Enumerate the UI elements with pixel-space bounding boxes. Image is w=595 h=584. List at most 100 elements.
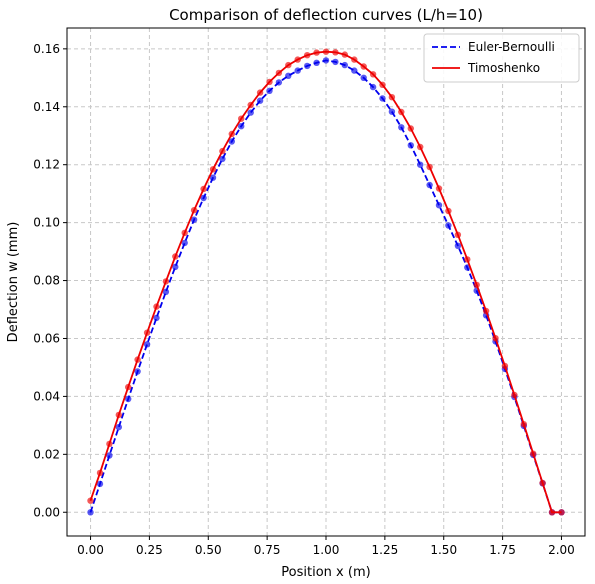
- data-point: [454, 242, 462, 249]
- data-point: [219, 147, 226, 155]
- data-point: [200, 185, 207, 193]
- x-tick-label: 1.50: [430, 543, 457, 557]
- data-point: [96, 469, 104, 477]
- x-tick-label: 0.25: [136, 543, 163, 557]
- x-tick-label: 0.50: [195, 543, 222, 557]
- data-point: [351, 67, 358, 74]
- data-point: [435, 202, 443, 209]
- data-point: [322, 48, 330, 55]
- data-point: [106, 452, 113, 459]
- y-tick-label: 0.12: [33, 158, 60, 172]
- legend: Euler-Bernoulli Timoshenko: [423, 33, 580, 83]
- data-point: [520, 421, 527, 428]
- data-point: [530, 450, 537, 457]
- series-euler-bernoulli: [87, 57, 565, 516]
- data-point: [379, 81, 386, 89]
- data-point: [360, 74, 367, 82]
- data-point: [285, 61, 292, 69]
- data-point: [134, 356, 141, 363]
- data-point: [313, 59, 320, 66]
- data-point: [209, 166, 217, 173]
- data-point: [87, 497, 94, 504]
- data-point: [190, 216, 198, 223]
- data-point: [209, 174, 217, 181]
- data-point: [190, 207, 198, 214]
- data-point: [134, 368, 141, 375]
- data-point: [238, 123, 245, 130]
- data-point: [369, 83, 377, 91]
- x-axis-ticks: 0.00 0.25 0.50 0.75 1.00 1.25 1.50 1.75 2.00: [77, 536, 575, 557]
- data-point: [351, 56, 358, 63]
- data-point: [388, 94, 396, 101]
- x-tick-label: 1.00: [313, 543, 340, 557]
- legend-label: Euler-Bernoulli: [468, 40, 555, 54]
- data-point: [445, 207, 452, 215]
- x-tick-label: 2.00: [548, 543, 575, 557]
- data-point: [125, 383, 132, 391]
- data-point: [304, 52, 311, 59]
- data-point: [548, 509, 556, 516]
- data-point: [153, 303, 160, 310]
- data-point: [275, 69, 283, 77]
- x-tick-label: 0.75: [254, 543, 281, 557]
- y-tick-label: 0.04: [33, 389, 60, 403]
- data-point: [294, 56, 301, 63]
- data-point: [125, 395, 132, 403]
- legend-label: Timoshenko: [467, 61, 540, 75]
- data-point: [313, 49, 320, 56]
- grid: [67, 28, 585, 536]
- y-tick-label: 0.08: [33, 274, 60, 288]
- data-point: [162, 278, 170, 285]
- y-tick-label: 0.10: [33, 216, 60, 230]
- data-point: [162, 288, 170, 295]
- data-point: [332, 58, 339, 66]
- data-point: [115, 423, 123, 431]
- data-point: [115, 411, 123, 419]
- data-point: [360, 63, 367, 70]
- chart-title: Comparison of deflection curves (L/h=10): [169, 6, 483, 24]
- data-point: [511, 391, 518, 399]
- data-point: [172, 263, 179, 271]
- data-point: [96, 480, 104, 488]
- y-tick-label: 0.06: [33, 331, 60, 345]
- data-point: [87, 509, 94, 516]
- y-axis-ticks: 0.00 0.02 0.04 0.06 0.08 0.10 0.12 0.14 0.16: [33, 42, 67, 519]
- data-point: [181, 229, 188, 236]
- data-point: [181, 239, 188, 247]
- data-point: [482, 307, 490, 315]
- x-tick-label: 1.25: [372, 543, 399, 557]
- x-axis-label: Position x (m): [281, 565, 370, 580]
- y-axis-label: Deflection w (mm): [6, 222, 21, 343]
- x-tick-label: 0.00: [77, 543, 104, 557]
- legend-box: [423, 33, 580, 83]
- data-point: [238, 115, 245, 122]
- x-tick-label: 1.75: [489, 543, 516, 557]
- data-point: [294, 67, 301, 74]
- data-point: [388, 108, 396, 115]
- data-point: [285, 72, 292, 80]
- data-point: [426, 163, 433, 171]
- data-point: [275, 79, 283, 86]
- y-tick-label: 0.02: [33, 447, 60, 461]
- data-point: [369, 71, 377, 78]
- data-point: [219, 155, 226, 163]
- data-point: [247, 109, 254, 116]
- data-point: [445, 222, 452, 229]
- data-point: [464, 256, 471, 263]
- data-point: [332, 49, 339, 56]
- data-point: [341, 51, 348, 58]
- data-point: [473, 281, 480, 289]
- data-point: [247, 101, 254, 109]
- data-point: [426, 181, 433, 189]
- data-point: [379, 95, 386, 102]
- y-tick-label: 0.16: [33, 42, 60, 56]
- data-point: [407, 142, 414, 149]
- data-point: [304, 62, 311, 70]
- data-point: [172, 253, 179, 260]
- data-point: [228, 130, 235, 138]
- data-point: [143, 329, 151, 336]
- data-point: [143, 341, 151, 348]
- data-point: [501, 362, 509, 370]
- data-point: [492, 335, 499, 342]
